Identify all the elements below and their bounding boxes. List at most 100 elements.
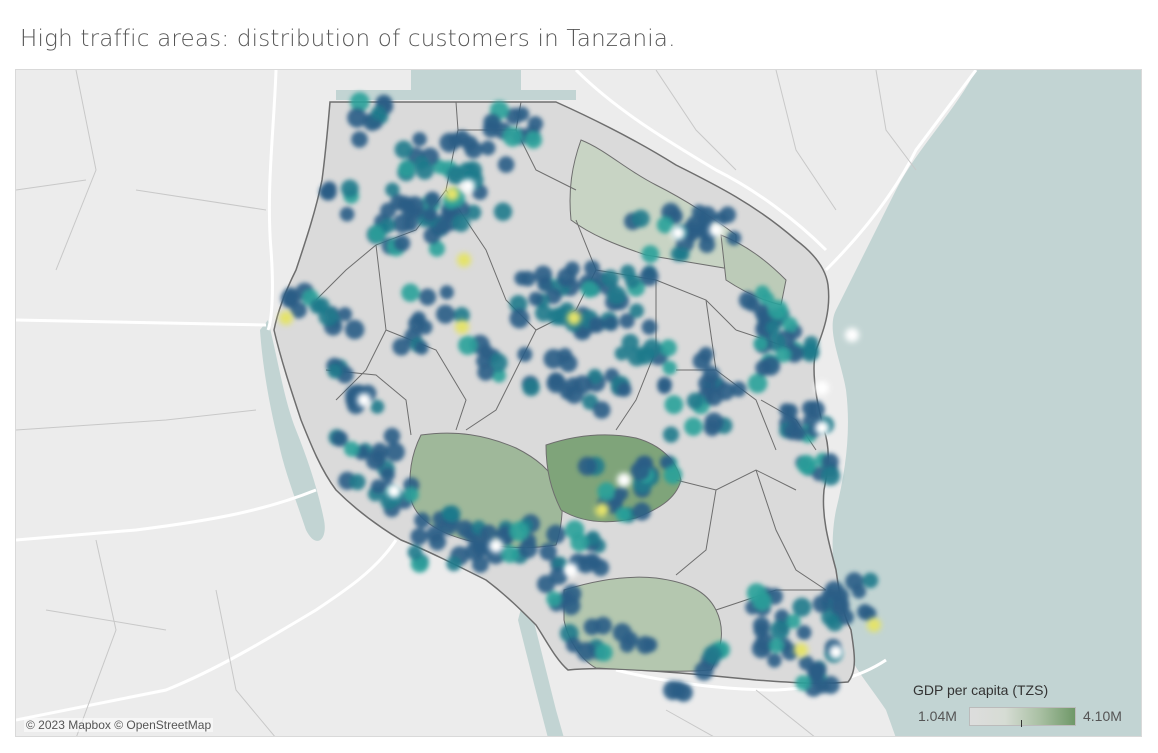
heat-hotspot	[671, 226, 685, 240]
heat-point	[465, 204, 482, 221]
heat-point	[412, 132, 427, 147]
heat-point	[675, 247, 690, 262]
heat-point	[414, 340, 429, 355]
heat-point	[641, 319, 658, 335]
heat-point	[534, 304, 553, 322]
heat-point	[509, 308, 530, 329]
heat-point	[639, 267, 659, 287]
heat-point	[577, 456, 597, 476]
heat-point	[403, 216, 418, 232]
heat-point	[393, 235, 411, 252]
heat-point	[446, 165, 466, 185]
heat-point	[636, 636, 655, 654]
heat-point	[779, 403, 794, 418]
heat-point	[407, 205, 423, 220]
heat-point	[385, 442, 405, 462]
heat-point	[349, 473, 366, 491]
heat-point	[497, 156, 515, 173]
heat-point	[607, 285, 627, 305]
heat-point	[820, 466, 841, 486]
heat-point	[662, 360, 677, 375]
heat-point	[630, 461, 650, 481]
heat-point	[862, 572, 879, 589]
legend-max-label: 4.10M	[1083, 708, 1122, 724]
heat-point	[597, 482, 616, 501]
heat-point	[770, 620, 790, 640]
heat-point	[588, 316, 606, 333]
heat-point	[755, 285, 770, 300]
heat-point	[584, 260, 600, 276]
heat-hotspot	[845, 328, 859, 342]
heat-point	[446, 556, 462, 572]
heat-point	[767, 653, 782, 668]
heat-point	[698, 236, 716, 253]
heat-point	[619, 313, 635, 329]
heat-point	[401, 283, 420, 302]
heat-point	[592, 401, 611, 419]
heat-point	[370, 399, 385, 414]
heat-point	[502, 126, 523, 147]
heat-point	[321, 181, 337, 196]
heat-point	[702, 366, 720, 384]
map-attribution[interactable]: © 2023 Mapbox © OpenStreetMap	[24, 718, 214, 732]
heat-point	[398, 160, 416, 177]
heat-point	[603, 316, 619, 332]
heat-point	[587, 368, 603, 384]
heat-point	[424, 191, 441, 208]
heat-point	[730, 381, 747, 398]
legend-min-label: 1.04M	[918, 708, 957, 724]
heat-point	[463, 161, 483, 180]
heatmap-hotspots	[279, 179, 881, 659]
country-borders	[16, 70, 978, 722]
heat-point	[471, 555, 489, 573]
heat-point	[547, 372, 565, 389]
heat-point	[439, 132, 460, 153]
map-view[interactable]: © 2023 Mapbox © OpenStreetMap GDP per ca…	[15, 69, 1142, 737]
heat-point	[620, 264, 636, 280]
heat-point	[585, 530, 601, 546]
heat-point	[704, 387, 723, 407]
heat-point	[370, 105, 386, 121]
heat-point	[629, 303, 644, 319]
heat-point	[601, 269, 619, 288]
heat-point	[452, 214, 470, 233]
heat-point	[423, 227, 441, 245]
heat-point	[617, 382, 632, 398]
heat-hotspot	[709, 223, 723, 237]
heat-point	[752, 591, 772, 611]
heat-hotspot	[445, 187, 459, 201]
heat-point	[713, 211, 728, 226]
heat-point	[726, 230, 742, 246]
heat-point	[669, 681, 688, 700]
heat-point	[410, 528, 428, 546]
heat-point	[795, 675, 811, 691]
heat-point	[821, 453, 839, 471]
heat-point	[812, 595, 831, 613]
heat-point	[407, 545, 423, 560]
heat-point	[351, 131, 368, 148]
heat-point	[483, 113, 501, 132]
lake-tanganyika	[260, 320, 325, 541]
heat-point	[703, 645, 723, 665]
heat-hotspot	[279, 311, 293, 325]
heat-point	[509, 521, 529, 542]
heat-point	[394, 140, 413, 159]
heat-point	[327, 364, 343, 379]
heat-point	[344, 319, 365, 340]
legend-color-ramp	[969, 707, 1076, 726]
heat-point	[280, 289, 300, 308]
heat-hotspot	[867, 618, 881, 632]
region-high-gdp-5	[720, 234, 787, 306]
heat-point	[656, 216, 674, 234]
heat-point	[337, 307, 353, 322]
heat-point	[443, 505, 461, 523]
heat-hotspot	[564, 563, 578, 577]
neighbor-region-lines	[16, 70, 917, 736]
heat-point	[641, 245, 660, 263]
heat-point	[331, 430, 349, 447]
heat-point	[753, 336, 768, 351]
heat-point	[621, 333, 639, 352]
heat-point	[796, 454, 817, 475]
heat-point	[546, 524, 566, 544]
map-canvas[interactable]	[16, 70, 1142, 737]
